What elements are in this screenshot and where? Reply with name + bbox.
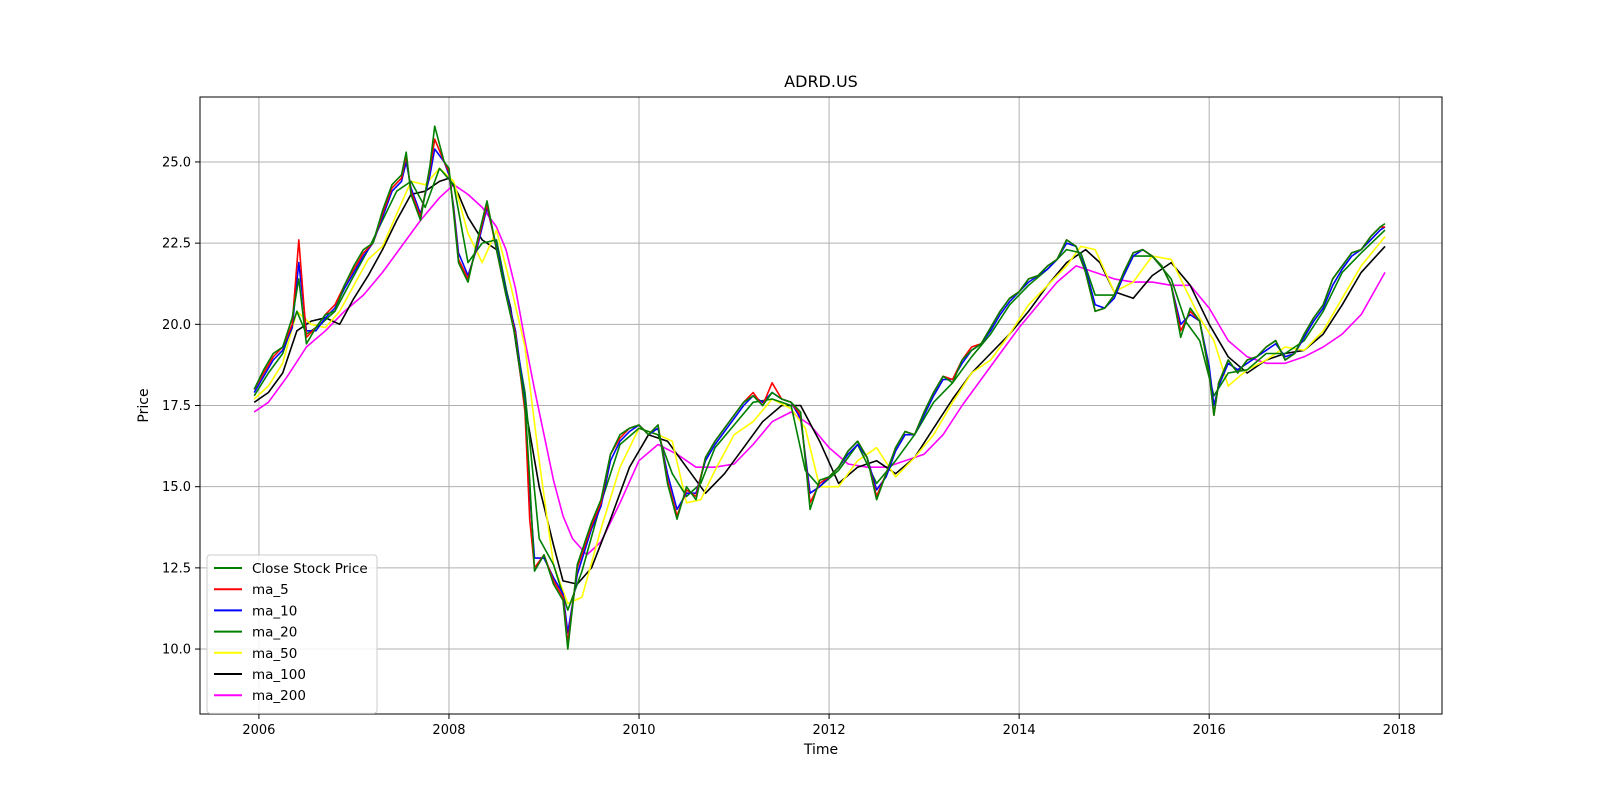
y-tick-label: 17.5 [162, 399, 191, 414]
series-layer [253, 125, 1386, 650]
legend: Close Stock Price ma_5 ma_10 ma_20 ma_50 ma_1… [206, 554, 378, 714]
y-tick-label: 15.0 [162, 480, 191, 495]
x-tick-label: 2008 [432, 723, 465, 738]
series-line-ma-20 [253, 167, 1386, 611]
x-tick-label: 2012 [813, 723, 846, 738]
y-tick-label: 20.0 [162, 318, 191, 333]
legend-label: ma_50 [252, 646, 297, 662]
legend-label: ma_5 [252, 582, 289, 598]
x-axis-label: Time [803, 742, 838, 758]
y-tick-label: 22.5 [162, 237, 191, 252]
x-tick-label: 2014 [1003, 723, 1036, 738]
series-line-close-stock-price [253, 125, 1386, 650]
x-tick-label: 2006 [242, 723, 275, 738]
y-tick-label: 25.0 [162, 155, 191, 170]
x-tick-label: 2018 [1383, 723, 1416, 738]
x-tick-label: 2016 [1193, 723, 1226, 738]
legend-box [206, 554, 378, 714]
legend-label: ma_200 [252, 688, 306, 704]
legend-label: ma_100 [252, 667, 306, 683]
y-axis: 10.0 12.5 15.0 17.5 20.0 22.5 25.0 [162, 155, 200, 658]
y-tick-label: 10.0 [162, 643, 191, 658]
legend-label: ma_10 [252, 603, 297, 619]
legend-label: ma_20 [252, 625, 297, 641]
y-tick-label: 12.5 [162, 561, 191, 576]
x-axis: 2006 2008 2010 2012 2014 2016 2018 [242, 714, 1416, 738]
legend-label: Close Stock Price [252, 561, 368, 577]
x-tick-label: 2010 [622, 723, 655, 738]
y-axis-label: Price [136, 388, 152, 422]
chart-title: ADRD.US [784, 72, 858, 91]
